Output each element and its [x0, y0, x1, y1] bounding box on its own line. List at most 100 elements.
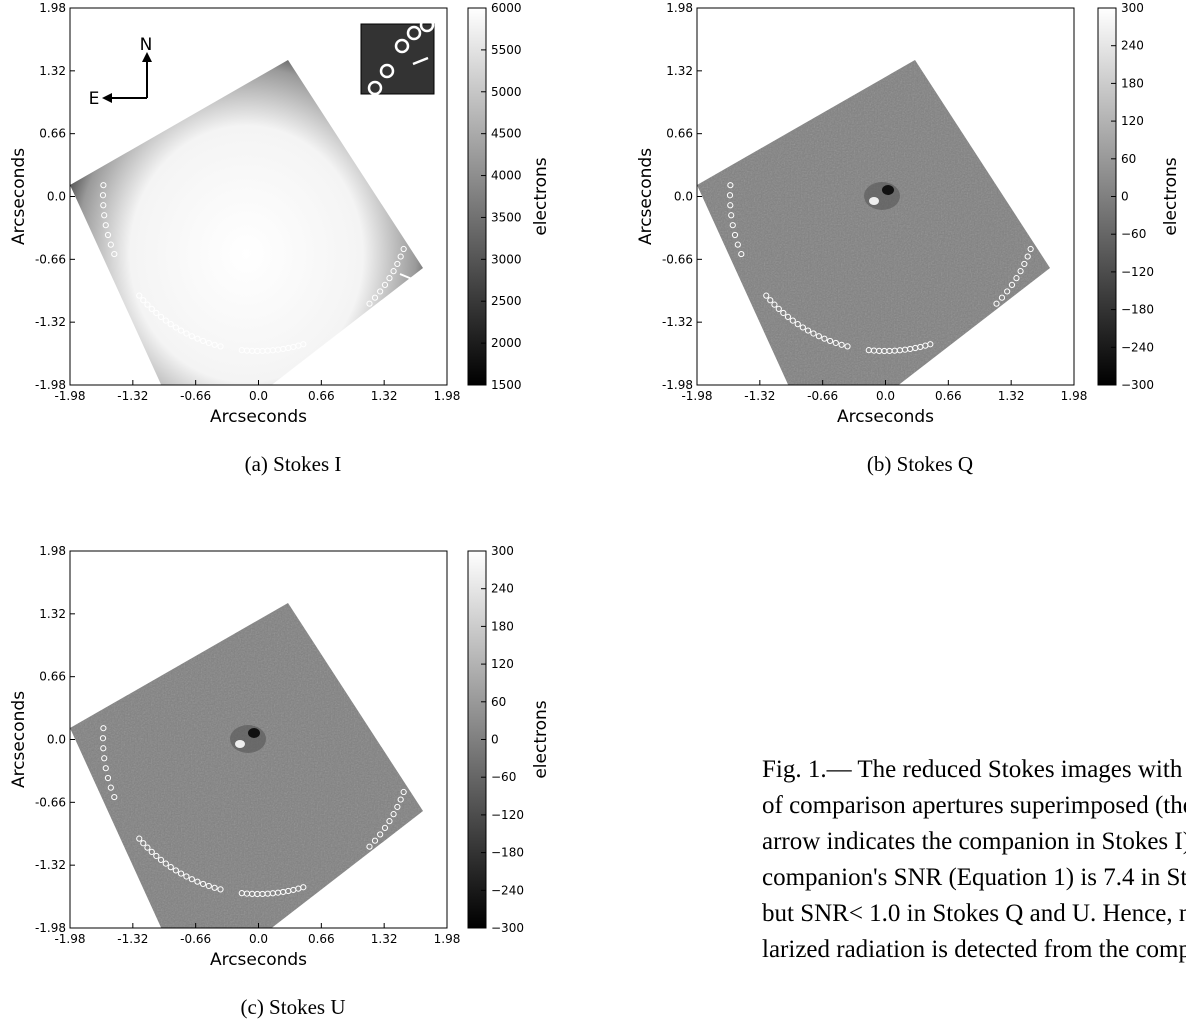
aperture — [394, 803, 401, 811]
y-axis-label: Arcseconds — [9, 148, 29, 245]
inset-arrow — [412, 56, 429, 66]
aperture — [789, 317, 796, 324]
aperture — [838, 341, 845, 348]
colorbar-tick-label: 0 — [491, 733, 499, 747]
figure-caption-line: but SNR< 1.0 in Stokes Q and U. Hence, n… — [762, 900, 1186, 927]
x-tick-label: 0.0 — [249, 389, 268, 403]
aperture — [107, 784, 114, 791]
companion-arrow — [399, 273, 413, 280]
colorbar-tick-label: 120 — [1121, 114, 1144, 128]
colorbar-tick-label: −120 — [1121, 265, 1154, 279]
aperture — [775, 305, 782, 312]
aperture — [1004, 288, 1011, 295]
inset — [360, 17, 435, 96]
residual — [230, 725, 266, 753]
panel-caption: (c) Stokes U — [241, 995, 346, 1019]
x-tick-label: 0.0 — [876, 389, 895, 403]
aperture — [738, 250, 745, 258]
aperture — [101, 212, 108, 219]
aperture — [183, 873, 190, 880]
aperture — [148, 305, 155, 312]
aperture — [104, 231, 112, 239]
aperture — [390, 268, 397, 275]
aperture — [100, 202, 107, 209]
colorbar-tick-label: 180 — [491, 619, 514, 633]
residual — [882, 185, 894, 195]
aperture — [397, 796, 404, 803]
aperture — [1027, 245, 1034, 253]
aperture — [799, 324, 806, 331]
colorbar-tick-label: −60 — [1121, 227, 1146, 241]
y-axis-label: Arcseconds — [636, 148, 656, 245]
y-tick-label: -1.32 — [662, 315, 693, 329]
figure-caption-line: larized radiation is detected from the c… — [762, 936, 1186, 963]
colorbar-tick-label: −300 — [491, 921, 524, 935]
inset-aperture — [379, 63, 395, 79]
aperture — [183, 330, 190, 337]
x-tick-label: 0.66 — [935, 389, 962, 403]
aperture — [144, 301, 151, 308]
aperture — [102, 222, 109, 229]
x-tick-label: 1.98 — [434, 389, 461, 403]
aperture — [377, 831, 384, 838]
inset-aperture — [419, 17, 435, 33]
aperture — [727, 202, 734, 209]
x-tick-label: 0.0 — [249, 932, 268, 946]
colorbar-label: electrons — [1161, 157, 1181, 235]
colorbar-tick-label: 60 — [1121, 152, 1136, 166]
aperture — [167, 864, 174, 871]
aperture — [177, 870, 185, 877]
aperture — [1008, 281, 1016, 289]
aperture — [1013, 275, 1020, 282]
x-axis-label: Arcseconds — [210, 407, 307, 427]
colorbar-tick-label: 300 — [491, 544, 514, 558]
aperture — [188, 333, 195, 340]
panel: -1.98 -1.32 -0.66 0.0 0.66 1.32 1.98 1.98 1.32 0.… — [9, 544, 551, 1019]
aperture — [136, 835, 143, 842]
figure-caption-line: companion's SNR (Equation 1) is 7.4 in S… — [762, 864, 1186, 891]
aperture — [99, 192, 107, 199]
x-tick-label: 1.98 — [1061, 389, 1088, 403]
colorbar-tick-label: 3000 — [491, 252, 522, 266]
colorbar — [467, 7, 487, 386]
residual — [864, 182, 900, 210]
aperture — [1021, 260, 1028, 268]
aperture — [731, 231, 739, 239]
aperture — [300, 884, 307, 891]
noise — [70, 603, 423, 928]
colorbar-tick-label: 240 — [1121, 39, 1144, 53]
aperture — [780, 309, 787, 317]
aperture — [767, 297, 774, 304]
aperture — [381, 824, 389, 832]
aperture — [726, 192, 734, 199]
colorbar-tick-label: −180 — [491, 846, 524, 860]
aperture — [386, 818, 393, 825]
aperture — [734, 241, 741, 248]
figure-caption-line: arrow indicates the companion in Stokes … — [762, 828, 1186, 855]
colorbar-tick-label: 5500 — [491, 43, 522, 57]
colorbar-label: electrons — [531, 157, 551, 235]
aperture — [729, 222, 736, 229]
aperture — [100, 745, 107, 752]
figure-caption-line: Fig. 1.— The reduced Stokes images with … — [762, 756, 1186, 783]
y-axis-label: Arcseconds — [9, 691, 29, 788]
colorbar-tick-label: 0 — [1121, 190, 1129, 204]
x-tick-label: 1.32 — [371, 932, 398, 946]
aperture — [771, 301, 778, 308]
panel: -1.98 -1.32 -0.66 0.0 0.66 1.32 1.98 1.98 1.32 0.… — [636, 1, 1181, 476]
aperture — [157, 313, 165, 320]
y-tick-label: 1.32 — [39, 607, 66, 621]
aperture — [366, 300, 373, 307]
x-axis-label: Arcseconds — [210, 950, 307, 970]
image — [697, 60, 1050, 385]
inset-aperture — [406, 25, 422, 41]
colorbar-tick-label: −240 — [491, 883, 524, 897]
x-axis-label: Arcseconds — [837, 407, 934, 427]
aperture — [107, 241, 114, 248]
aperture — [300, 341, 307, 348]
y-tick-label: -1.32 — [35, 858, 66, 872]
colorbar-tick-label: 2000 — [491, 336, 522, 350]
aperture — [400, 245, 407, 253]
aperture — [386, 275, 393, 282]
noise — [697, 60, 1050, 385]
